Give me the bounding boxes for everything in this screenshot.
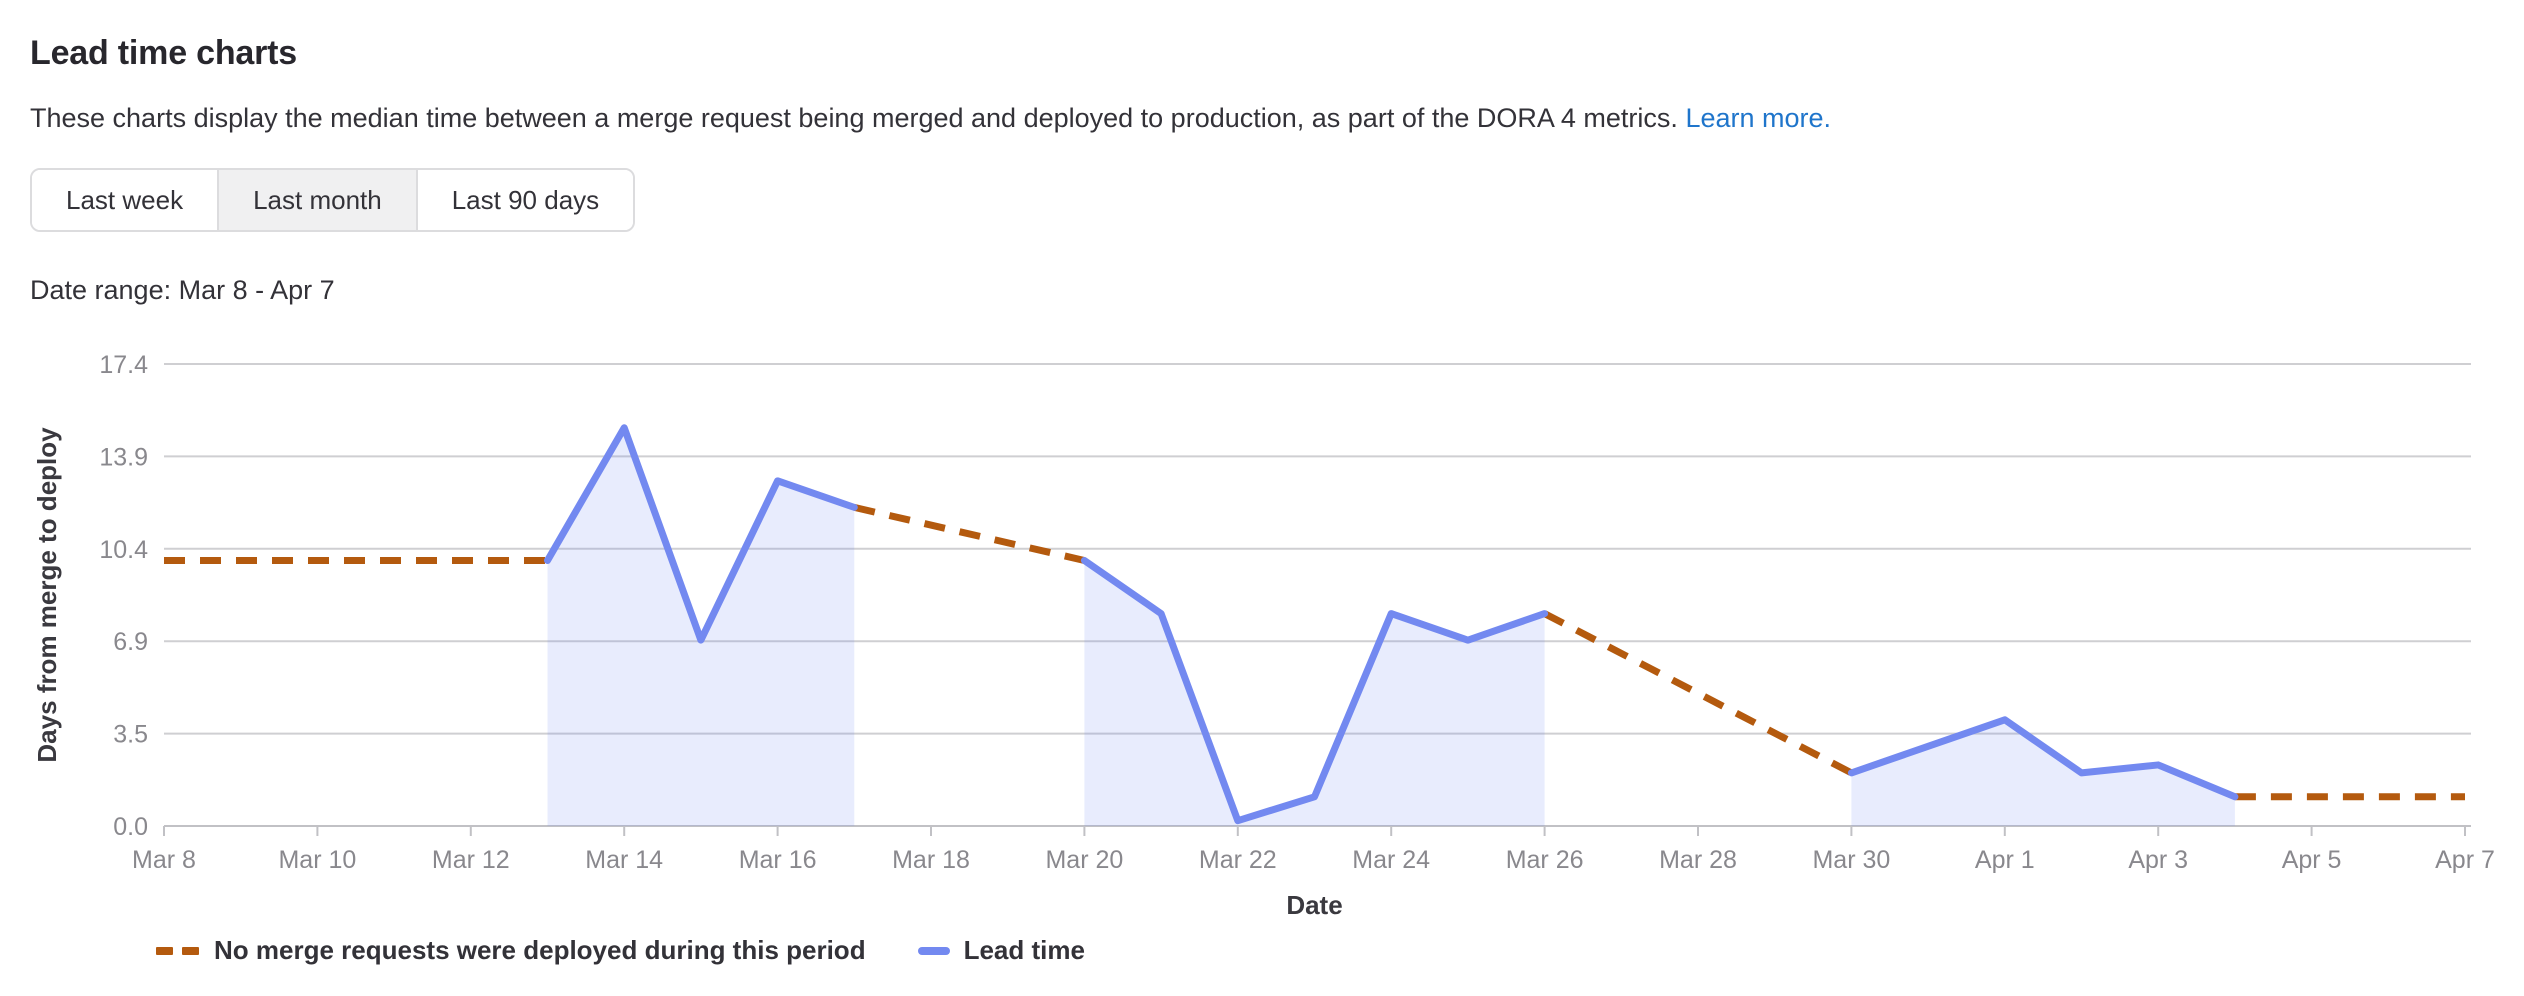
page-description: These charts display the median time bet… <box>30 102 2494 136</box>
svg-text:Mar 26: Mar 26 <box>1506 846 1584 874</box>
last-week-button[interactable]: Last week <box>32 170 220 231</box>
svg-text:Mar 18: Mar 18 <box>892 846 970 874</box>
svg-text:Mar 28: Mar 28 <box>1659 846 1737 874</box>
legend-label-lead-time: Lead time <box>963 935 1085 965</box>
svg-text:Mar 30: Mar 30 <box>1812 846 1890 874</box>
svg-text:Mar 22: Mar 22 <box>1199 846 1277 874</box>
svg-text:Mar 10: Mar 10 <box>278 846 356 874</box>
svg-text:3.5: 3.5 <box>113 721 148 749</box>
svg-text:Mar 8: Mar 8 <box>132 846 196 874</box>
legend-label-no-deploy: No merge requests were deployed during t… <box>214 935 866 965</box>
chart-canvas[interactable]: 0.0 3.5 6.9 10.4 13.9 17.4 Mar 8 Mar 10 Mar 12 Ma… <box>30 334 2494 931</box>
svg-text:Apr 3: Apr 3 <box>2128 846 2188 874</box>
svg-text:Apr 5: Apr 5 <box>2282 846 2342 874</box>
date-range-text: Date range: Mar 8 - Apr 7 <box>30 275 335 306</box>
description-text: These charts display the median time bet… <box>30 102 1678 133</box>
svg-text:Date: Date <box>1286 890 1342 920</box>
svg-text:10.4: 10.4 <box>99 536 148 564</box>
svg-text:13.9: 13.9 <box>99 443 148 471</box>
svg-text:6.9: 6.9 <box>113 628 148 656</box>
svg-text:Days from merge to deploy: Days from merge to deploy <box>32 427 62 763</box>
svg-text:Mar 24: Mar 24 <box>1352 846 1430 874</box>
svg-text:Mar 12: Mar 12 <box>432 846 510 874</box>
svg-text:Mar 16: Mar 16 <box>739 846 817 874</box>
solid-line-icon <box>917 946 950 955</box>
svg-text:17.4: 17.4 <box>99 351 148 379</box>
lead-time-panel: Lead time charts These charts display th… <box>30 32 2494 966</box>
learn-more-link[interactable]: Learn more. <box>1685 102 1832 133</box>
last-month-button[interactable]: Last month <box>219 170 418 231</box>
legend-item-no-deploy[interactable]: No merge requests were deployed during t… <box>156 935 866 966</box>
page-title: Lead time charts <box>30 34 298 72</box>
chart-legend: No merge requests were deployed during t… <box>156 935 2494 966</box>
svg-text:Mar 14: Mar 14 <box>585 846 663 874</box>
legend-item-lead-time[interactable]: Lead time <box>917 935 1085 966</box>
dashed-line-icon <box>156 946 199 955</box>
date-range-button-group: Last week Last month Last 90 days <box>30 168 636 233</box>
lead-time-chart: 0.0 3.5 6.9 10.4 13.9 17.4 Mar 8 Mar 10 Mar 12 Ma… <box>30 334 2494 966</box>
svg-text:Apr 1: Apr 1 <box>1975 846 2035 874</box>
svg-text:Apr 7: Apr 7 <box>2435 846 2494 874</box>
svg-text:Mar 20: Mar 20 <box>1045 846 1123 874</box>
last-90-days-button[interactable]: Last 90 days <box>417 170 634 231</box>
svg-text:0.0: 0.0 <box>113 813 148 841</box>
